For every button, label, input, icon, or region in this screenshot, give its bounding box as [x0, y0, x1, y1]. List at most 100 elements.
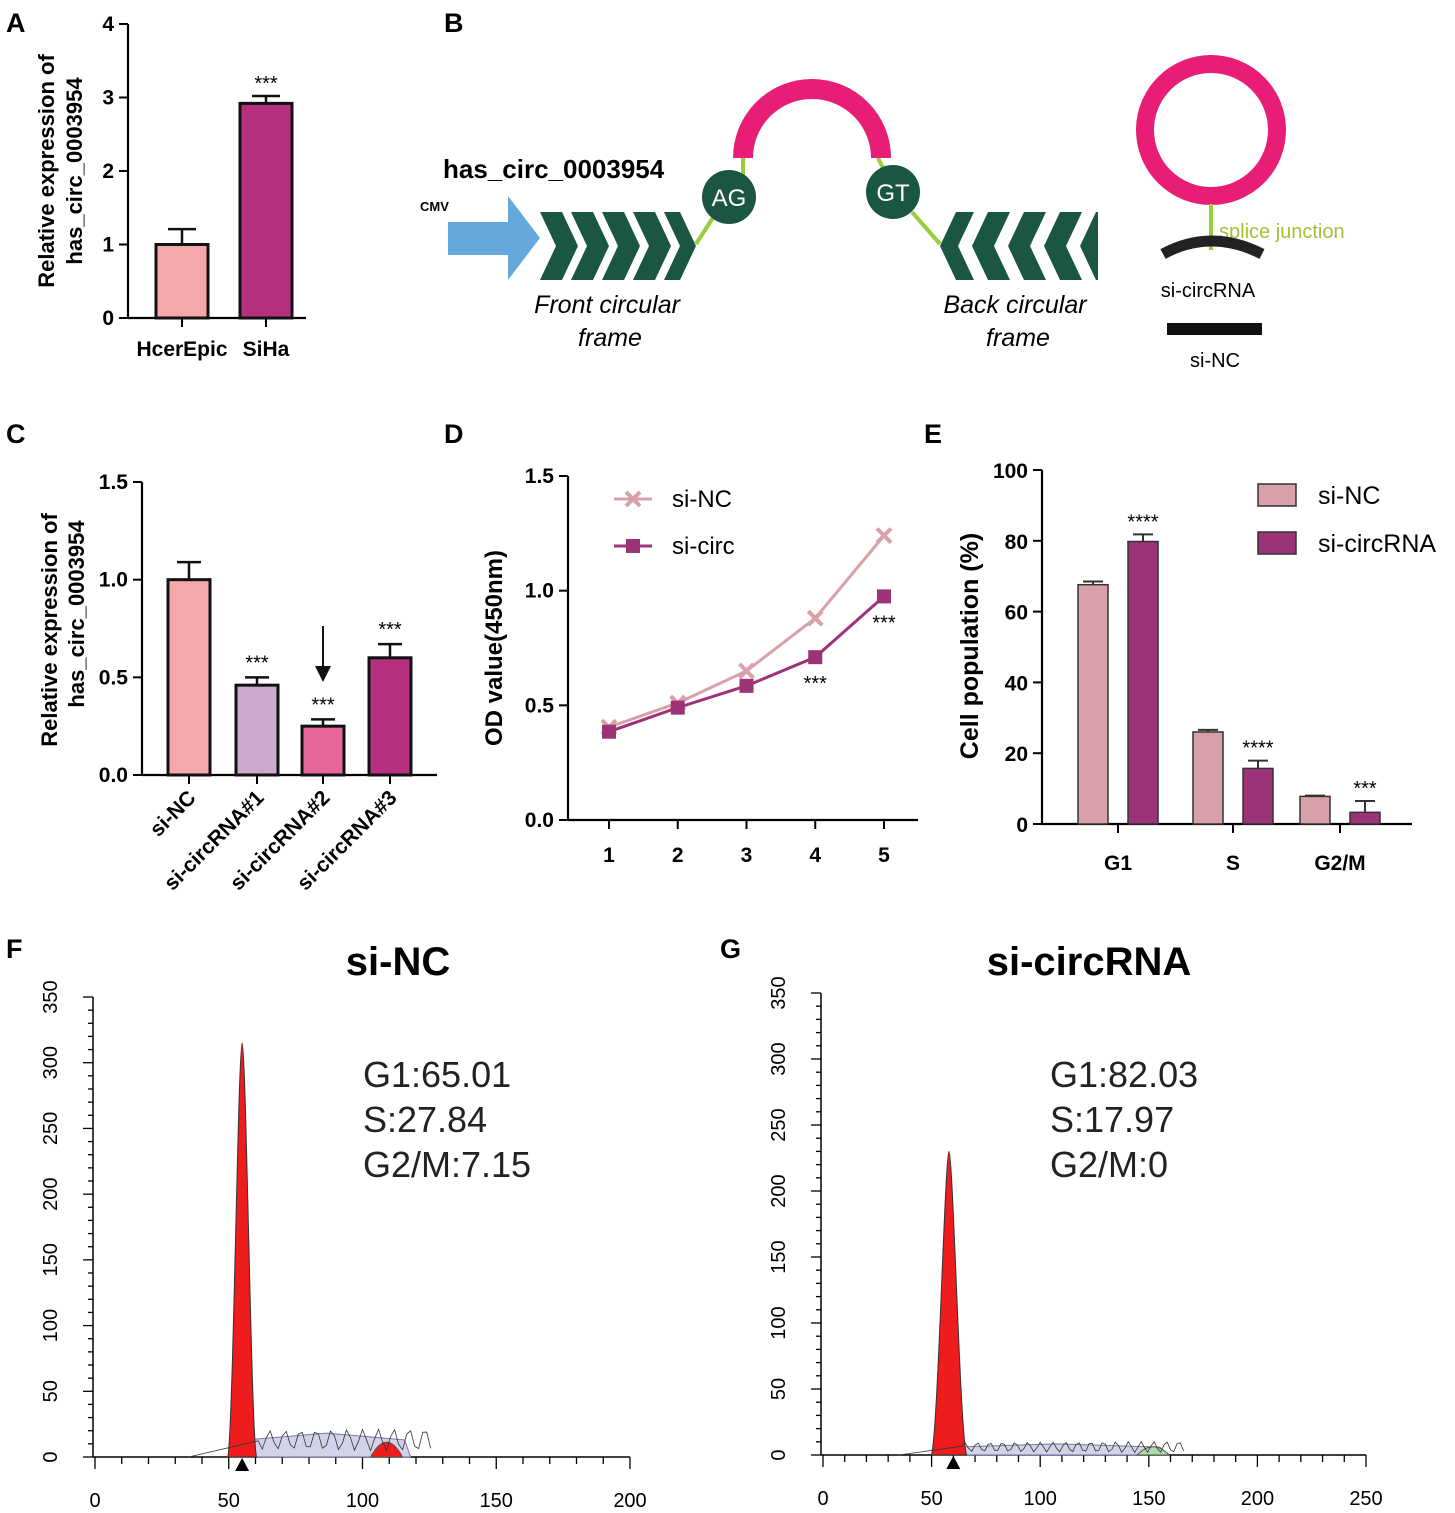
- ag-junction-circle: [702, 170, 756, 224]
- panel-c-bar: [166, 578, 212, 777]
- front-chevron: [571, 212, 609, 280]
- panel-c-bar: [367, 656, 413, 777]
- panel-g-raw-trace: [898, 1440, 1184, 1456]
- front-chevron: [633, 212, 671, 280]
- panel-a-x-tick-label: SiHa: [243, 338, 290, 361]
- panel-f-stat-g1: G1:65.01: [363, 1054, 511, 1095]
- panel-f-y-tick-label: 50: [40, 1380, 62, 1402]
- panel-f-stat-g2m: G2/M:7.15: [363, 1144, 531, 1185]
- panel-c-arrow-head: [315, 666, 331, 682]
- panel-d-x-tick-label: 4: [809, 844, 821, 867]
- panel-a-y-tick-label: 0: [102, 307, 114, 330]
- panel-d-point-si-circ: [670, 700, 685, 715]
- panel-g-stat-s: S:17.97: [1050, 1099, 1174, 1140]
- si-circrna-bar: [1160, 235, 1265, 259]
- panel-d-point-si-circ: [739, 678, 754, 693]
- panel-f-stat-s: S:27.84: [363, 1099, 487, 1140]
- panel-g-y-tick-label: 200: [768, 1174, 790, 1207]
- panel-d-x-tick-label: 5: [878, 844, 890, 867]
- panel-f-x-tick-label: 0: [89, 1490, 100, 1512]
- panel-d-significance: ***: [872, 612, 896, 634]
- panel-c-x-tick-label: si-NC: [145, 786, 200, 841]
- front-frame-chevrons: [540, 212, 696, 280]
- panel-d-x-tick-label: 2: [672, 844, 684, 867]
- panel-g-y-tick-label: 250: [768, 1108, 790, 1141]
- panel-c-significance: ***: [245, 652, 269, 674]
- panel-g-y-tick-label: 300: [768, 1042, 790, 1075]
- panel-g-x-tick-label: 0: [817, 1488, 828, 1510]
- panel-e-x-tick-label: S: [1226, 852, 1240, 875]
- panel-e-bar-si-NC: [1299, 795, 1331, 825]
- panel-a-ylabel-line1: Relative expression of: [34, 54, 59, 288]
- front-chevron: [602, 212, 640, 280]
- panel-e-legend-swatch: [1257, 531, 1297, 555]
- cmv-promoter-arrow: [448, 196, 540, 280]
- panel-a-chart: Relative expression of has_circ_0003954 …: [34, 13, 306, 361]
- panel-c-chart: Relative expression of has_circ_0003954 …: [37, 471, 437, 895]
- panel-g-g2m-peak: [1135, 1446, 1171, 1456]
- panel-d-y-tick-label: 0.0: [525, 809, 554, 832]
- panel-e-ylabel: Cell population (%): [956, 533, 984, 759]
- panel-a-y-tick-label: 3: [102, 87, 114, 110]
- panel-g-x-tick-label: 50: [920, 1488, 942, 1510]
- panel-d-legend-label: si-circ: [672, 533, 735, 560]
- panel-g-x-tick-label: 100: [1024, 1488, 1057, 1510]
- panel-f-y-tick-label: 200: [40, 1177, 62, 1210]
- panel-d-legend-label: si-NC: [672, 486, 732, 513]
- panel-e-legend-swatch: [1257, 483, 1297, 507]
- panel-letter-g: G: [720, 934, 741, 964]
- panel-e-legend-label: si-NC: [1318, 482, 1381, 510]
- panel-g-x-tick-label: 250: [1349, 1488, 1382, 1510]
- panel-letter-a: A: [6, 8, 26, 38]
- panel-g-stat-g2m: G2/M:0: [1050, 1144, 1168, 1185]
- panel-g-g1-peak: [930, 1150, 968, 1456]
- front-frame-label-line2: frame: [578, 324, 642, 352]
- panel-e-y-tick-label: 0: [1016, 814, 1028, 837]
- panel-e-significance: ****: [1127, 511, 1158, 533]
- panel-c-bar: [234, 683, 280, 777]
- panel-letter-d: D: [444, 419, 464, 449]
- panel-g-marker: [946, 1456, 961, 1469]
- circrna-arc: [733, 79, 891, 159]
- panel-g-y-tick-label: 100: [768, 1306, 790, 1339]
- panel-g-stat-g1: G1:82.03: [1050, 1054, 1198, 1095]
- panel-e-bar-si-NC: [1077, 583, 1109, 825]
- panel-a-y-tick-label: 1: [102, 234, 114, 257]
- panel-d-point-si-NC: [806, 609, 824, 627]
- panel-e-x-tick-label: G2/M: [1314, 852, 1365, 875]
- panel-e-y-tick-label: 80: [1005, 531, 1028, 554]
- panel-f-x-tick-label: 200: [613, 1490, 646, 1512]
- si-circrna-label: si-circRNA: [1161, 280, 1256, 302]
- front-chevron: [540, 212, 578, 280]
- panel-d-y-tick-label: 0.5: [525, 694, 555, 717]
- panel-e-significance: ***: [1353, 778, 1377, 800]
- gt-junction-label: GT: [876, 180, 910, 207]
- panel-d-y-tick-label: 1.0: [525, 580, 554, 603]
- panel-g-histogram: si-circRNA G1:82.03 S:17.97 G2/M:0 0 50 10…: [768, 940, 1383, 1510]
- panel-a-significance: ***: [254, 73, 278, 95]
- panel-f-x-tick-label: 150: [480, 1490, 513, 1512]
- panel-f-y-tick-label: 0: [40, 1451, 62, 1462]
- back-chevron: [1044, 212, 1082, 280]
- panel-e-bar-si-circRNA: [1242, 767, 1274, 825]
- panel-d-ylabel: OD value(450nm): [481, 550, 508, 746]
- circrna-ring: [1136, 55, 1286, 205]
- panel-g-x-tick-label: 200: [1241, 1488, 1274, 1510]
- panel-e-legend-label: si-circRNA: [1318, 530, 1436, 558]
- panel-f-marker: [235, 1458, 250, 1471]
- panel-a-x-tick-label: HcerEpic: [136, 338, 227, 361]
- panel-d-y-tick-label: 1.5: [525, 465, 555, 488]
- panel-letter-c: C: [6, 419, 26, 449]
- panel-f-title: si-NC: [346, 940, 450, 984]
- panel-e-x-tick-label: G1: [1104, 852, 1132, 875]
- panel-e-y-tick-label: 20: [1005, 743, 1028, 766]
- panel-c-significance: ***: [378, 619, 402, 641]
- panel-e-chart: Cell population (%) 0 20 40 60 80 100 **** G1 **…: [956, 460, 1436, 875]
- front-chevron: [664, 212, 696, 280]
- panel-c-ylabel-line2: has_circ_0003954: [64, 520, 89, 708]
- panel-g-y-tick-label: 0: [768, 1449, 790, 1460]
- panel-d-chart: OD value(450nm) 0.0 0.5 1.0 1.5 1 2 3 4 5 *** *** s…: [481, 465, 918, 867]
- panel-d-x-tick-label: 1: [603, 844, 615, 867]
- panel-letter-f: F: [6, 934, 23, 964]
